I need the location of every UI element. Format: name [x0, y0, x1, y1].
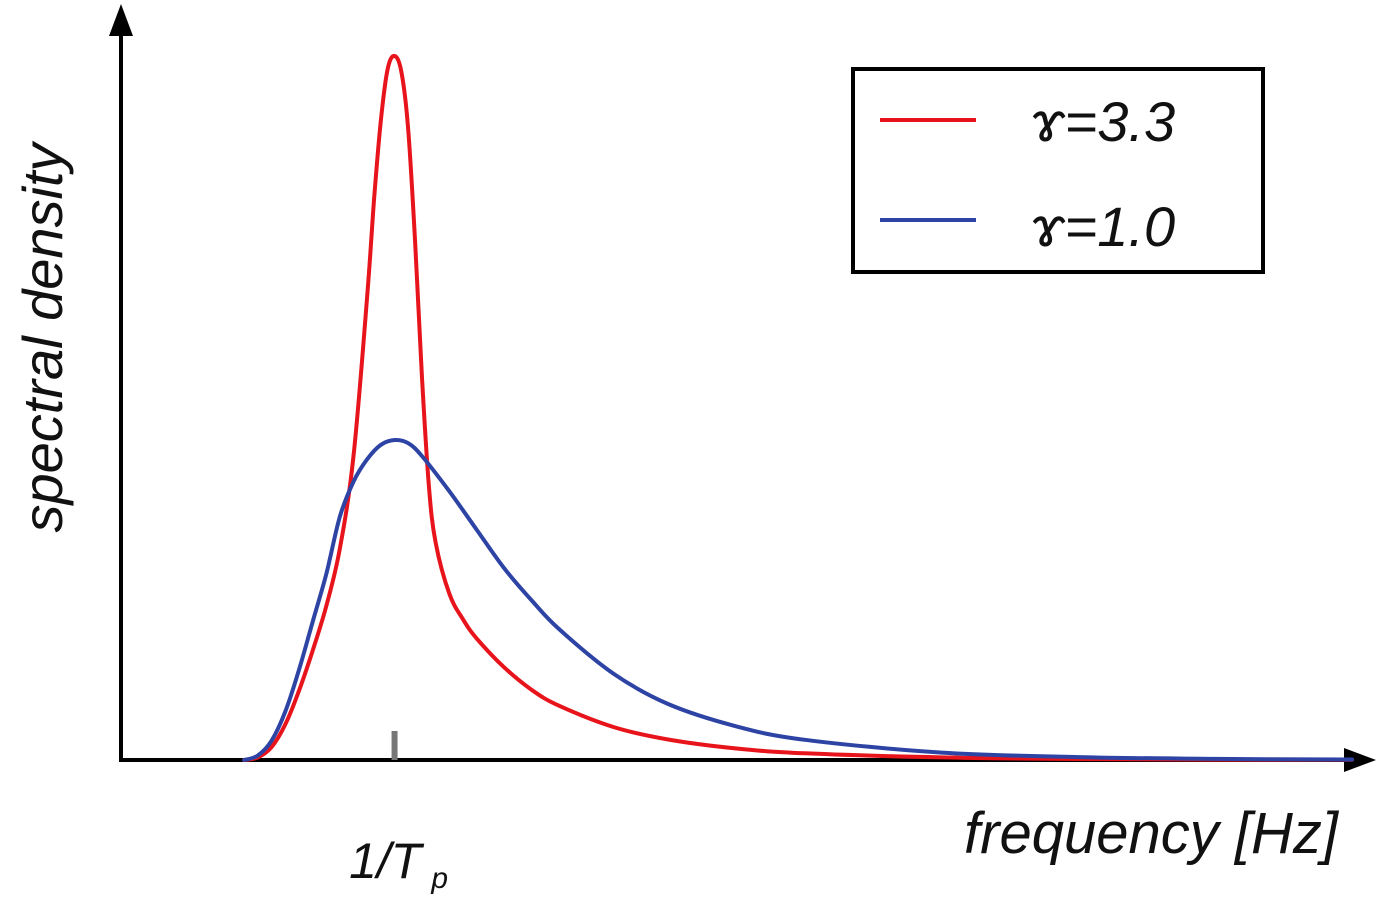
- x-tick-label: 1/T p: [349, 833, 448, 895]
- legend-box: [851, 67, 1265, 274]
- legend-label-gamma-3-3: ɤ=3.3: [1030, 90, 1175, 153]
- y-axis-arrowhead: [109, 4, 133, 36]
- x-tick-label-subscript: p: [430, 862, 448, 895]
- x-tick-label-main: 1/T: [349, 833, 425, 889]
- x-axis-label: frequency [Hz]: [964, 801, 1340, 866]
- legend: ɤ=3.3 ɤ=1.0: [851, 67, 1265, 274]
- series-line-gamma-1-0: [242, 437, 1354, 762]
- x-axis-arrowhead: [1344, 748, 1376, 772]
- y-axis-label: spectral density: [11, 140, 74, 532]
- legend-label-gamma-1-0: ɤ=1.0: [1030, 195, 1175, 258]
- series-line-gamma-3-3: [242, 53, 1354, 762]
